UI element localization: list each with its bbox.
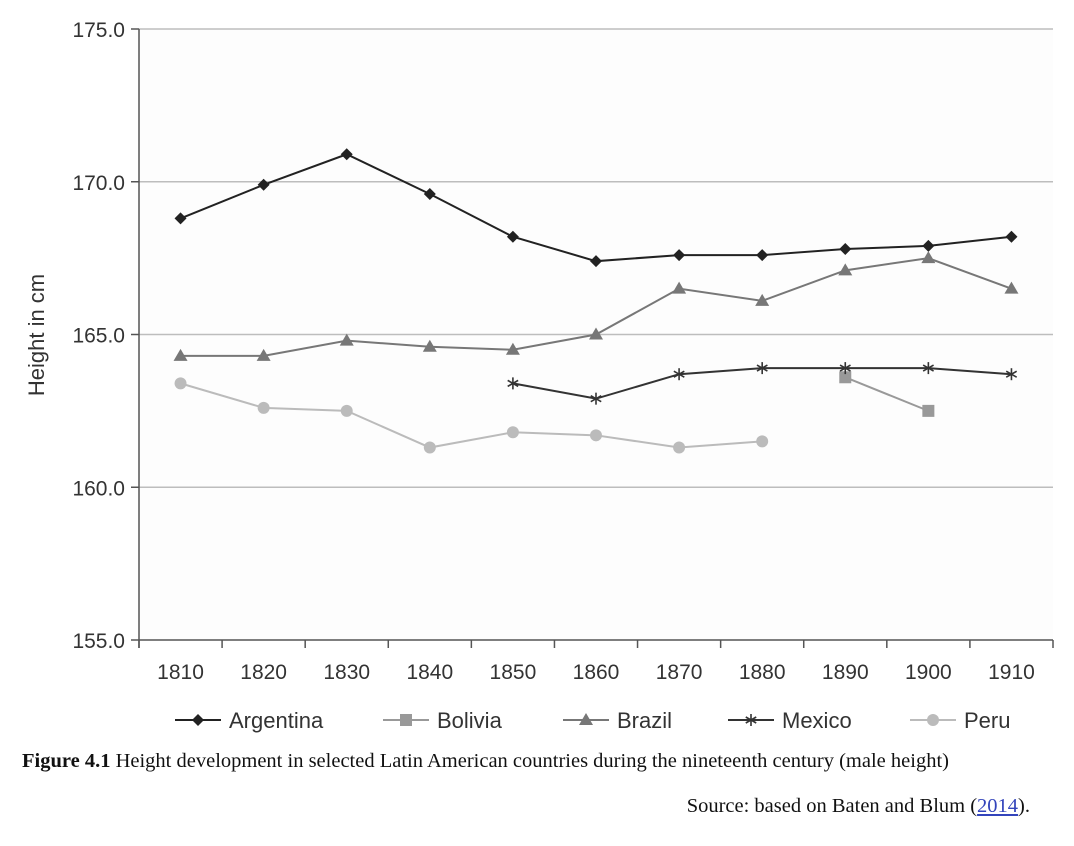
source-note: Source: based on Baten and Blum (2014). xyxy=(687,795,1030,818)
data-point-brazil xyxy=(838,263,853,276)
data-point-bolivia xyxy=(922,404,935,417)
asterisk-stroke xyxy=(756,364,768,372)
series-argentina xyxy=(174,148,1018,268)
y-tick-label: 175.0 xyxy=(72,19,125,42)
data-point-peru xyxy=(340,404,353,417)
legend-marker-argentina xyxy=(192,714,204,726)
legend-label-argentina: Argentina xyxy=(229,708,324,733)
series-brazil xyxy=(173,251,1019,361)
data-point-peru xyxy=(423,441,436,454)
legend-marker-bolivia xyxy=(400,714,412,726)
x-tick-label: 1830 xyxy=(323,661,370,684)
data-point-mexico xyxy=(922,362,934,375)
data-point-mexico xyxy=(507,377,519,390)
x-tick-label: 1910 xyxy=(988,661,1035,684)
legend-item-peru: Peru xyxy=(910,708,1010,733)
data-point-brazil xyxy=(1004,281,1019,294)
asterisk-stroke xyxy=(590,394,602,403)
series-peru xyxy=(174,377,769,454)
x-tick-label: 1820 xyxy=(240,661,287,684)
data-point-brazil xyxy=(505,342,520,355)
data-point-mexico xyxy=(590,392,602,405)
data-point-argentina xyxy=(423,187,436,200)
data-point-peru xyxy=(174,377,187,390)
legend: Argentina Bolivia Brazil Mexico Peru xyxy=(175,708,1010,733)
data-point-peru xyxy=(756,435,769,448)
asterisk-stroke xyxy=(745,716,757,724)
data-point-mexico xyxy=(1005,368,1018,381)
asterisk-stroke xyxy=(839,364,851,372)
legend-item-argentina: Argentina xyxy=(175,708,324,733)
x-tick-label: 1850 xyxy=(490,661,537,684)
y-tick-label: 160.0 xyxy=(72,477,125,500)
data-point-brazil xyxy=(256,348,271,361)
data-point-brazil xyxy=(422,339,437,352)
legend-label-brazil: Brazil xyxy=(617,708,672,733)
x-tick-label: 1890 xyxy=(822,661,869,684)
legend-item-mexico: Mexico xyxy=(728,708,852,733)
source-citation-link[interactable]: 2014 xyxy=(977,795,1019,817)
data-point-bolivia xyxy=(839,371,852,384)
legend-label-mexico: Mexico xyxy=(782,708,852,733)
legend-item-bolivia: Bolivia xyxy=(383,708,503,733)
asterisk-stroke xyxy=(1005,370,1018,378)
data-point-argentina xyxy=(506,230,519,243)
figure-label: Figure 4.1 xyxy=(22,750,111,772)
data-point-brazil xyxy=(173,348,188,361)
data-point-argentina xyxy=(922,239,935,252)
data-point-argentina xyxy=(673,249,686,262)
x-tick-label: 1880 xyxy=(739,661,786,684)
legend-item-brazil: Brazil xyxy=(563,708,672,733)
data-point-brazil xyxy=(589,327,603,340)
legend-marker-brazil xyxy=(579,713,593,725)
source-prefix: Source: based on Baten and Blum ( xyxy=(686,795,978,817)
asterisk-stroke xyxy=(507,379,519,388)
legend-label-bolivia: Bolivia xyxy=(437,708,503,733)
data-point-peru xyxy=(590,429,602,442)
axes: 155.0 160.0 165.0 170.0 175.0 1810 1820 1830 184… xyxy=(72,19,1054,684)
x-tick-label: 1840 xyxy=(406,661,453,684)
legend-marker-mexico xyxy=(745,714,757,726)
series-mexico xyxy=(507,362,1018,405)
legend-marker-peru xyxy=(927,714,939,726)
data-point-argentina xyxy=(756,249,769,262)
source-suffix: ). xyxy=(1018,795,1030,817)
data-point-argentina xyxy=(839,242,852,255)
data-point-peru xyxy=(673,441,686,454)
series-bolivia xyxy=(839,371,935,417)
line-chart: 155.0 160.0 165.0 170.0 175.0 1810 1820 1830 184… xyxy=(24,19,1054,733)
legend-label-peru: Peru xyxy=(964,708,1010,733)
data-point-mexico xyxy=(839,362,851,375)
x-tick-label: 1810 xyxy=(157,661,204,684)
x-tick-label: 1860 xyxy=(573,661,620,684)
series-line-peru xyxy=(180,382,763,449)
y-tick-label: 165.0 xyxy=(72,325,125,348)
y-tick-label: 155.0 xyxy=(72,630,125,653)
data-point-brazil xyxy=(921,251,936,264)
data-point-peru xyxy=(257,401,270,414)
asterisk-stroke xyxy=(673,370,685,378)
data-point-argentina xyxy=(590,255,602,268)
series-lines xyxy=(173,148,1019,454)
data-point-argentina xyxy=(174,212,187,225)
x-tick-label: 1870 xyxy=(656,661,703,684)
data-point-argentina xyxy=(340,148,353,161)
asterisk-stroke xyxy=(922,364,934,372)
data-point-peru xyxy=(506,426,519,439)
data-point-mexico xyxy=(673,368,685,381)
y-axis-title: Height in cm xyxy=(24,274,49,396)
data-point-brazil xyxy=(672,281,687,294)
data-point-argentina xyxy=(1005,230,1018,243)
data-point-argentina xyxy=(257,178,270,191)
data-point-brazil xyxy=(755,293,770,306)
data-point-brazil xyxy=(339,333,354,346)
series-line-bolivia xyxy=(844,376,929,412)
y-tick-label: 170.0 xyxy=(72,172,125,195)
figure-caption-text: Height development in selected Latin Ame… xyxy=(115,750,949,772)
figure-caption: Figure 4.1 Height development in selecte… xyxy=(22,750,1062,773)
x-tick-label: 1900 xyxy=(905,661,952,684)
data-point-mexico xyxy=(756,362,768,375)
